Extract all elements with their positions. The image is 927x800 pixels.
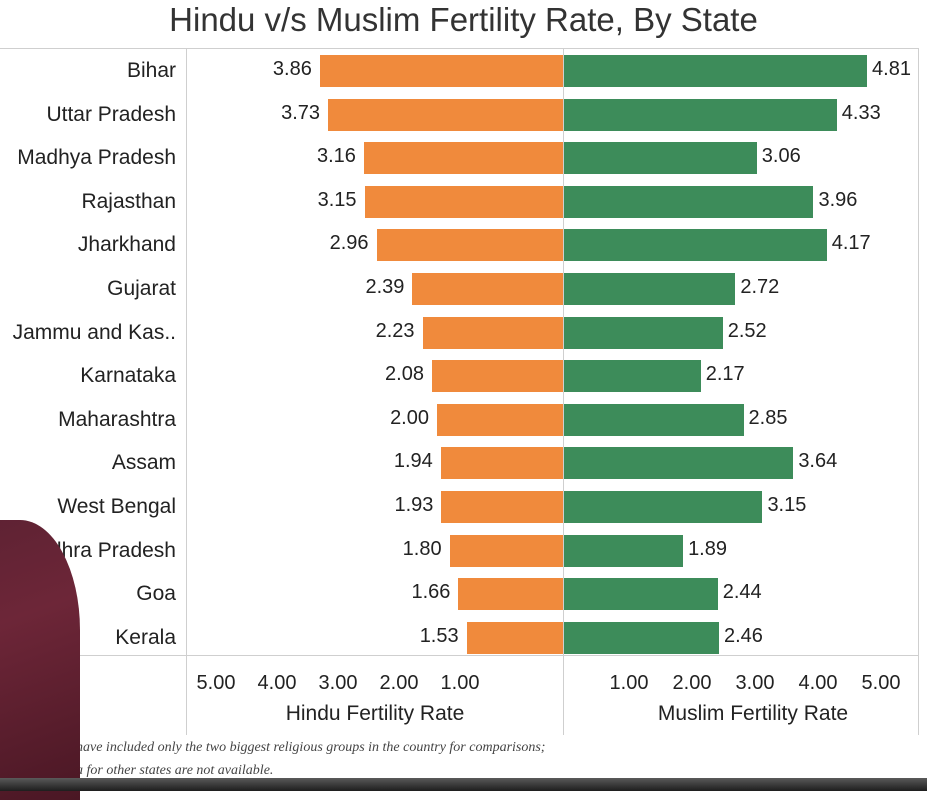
- data-label-muslim: 4.81: [872, 58, 911, 80]
- data-label-muslim: 1.89: [688, 537, 727, 560]
- data-label-muslim: 4.17: [831, 232, 871, 255]
- data-label-hindu: 1.93: [394, 494, 434, 516]
- data-label-muslim: 3.15: [767, 494, 807, 516]
- x-axis-title-muslim: Muslim Fertility Rate: [657, 702, 849, 725]
- data-label-hindu: 2.96: [329, 232, 369, 255]
- bar-hindu: [376, 229, 563, 262]
- data-label-muslim: 3.96: [818, 188, 858, 211]
- data-label-muslim: 3.06: [761, 145, 801, 168]
- bar-hindu: [441, 491, 563, 523]
- bar-hindu: [437, 403, 563, 436]
- data-label-hindu: 2.00: [390, 406, 429, 429]
- data-label-muslim: 2.46: [723, 624, 763, 647]
- bar-muslim: [564, 185, 814, 218]
- bar-hindu: [422, 316, 563, 349]
- category-label: Jharkhand: [77, 233, 176, 257]
- category-label: Gujarat: [107, 277, 176, 300]
- bar-muslim: [564, 142, 757, 175]
- data-label-hindu: 1.94: [393, 450, 433, 473]
- bar-hindu: [328, 98, 563, 131]
- bar-muslim: [564, 621, 719, 654]
- presenter-overlay: [0, 520, 80, 800]
- bar-hindu: [449, 534, 563, 567]
- bar-hindu: [431, 360, 563, 393]
- category-label: Jammu and Kas..: [12, 320, 176, 344]
- x-tick-hindu: 4.00: [257, 672, 297, 694]
- plot-bottom-rule: [0, 655, 918, 656]
- data-label-hindu: 1.66: [411, 581, 451, 604]
- data-label-hindu: 3.73: [281, 101, 321, 124]
- label-divider: [186, 48, 187, 735]
- data-label-hindu: 2.08: [385, 363, 424, 386]
- right-divider: [918, 48, 919, 735]
- x-tick-muslim: 2.00: [672, 672, 712, 694]
- bar-muslim: [564, 98, 837, 131]
- bar-hindu: [364, 185, 563, 218]
- x-tick-hindu: 2.00: [379, 672, 419, 694]
- x-tick-hindu: 3.00: [318, 672, 358, 694]
- category-label: Maharashtra: [58, 407, 176, 431]
- data-label-muslim: 2.85: [748, 406, 788, 429]
- footnote-line-1: have included only the two biggest relig…: [76, 740, 546, 755]
- category-label: West Bengal: [57, 495, 176, 518]
- bar-muslim: [564, 491, 763, 523]
- data-label-hindu: 3.86: [272, 58, 312, 80]
- bar-muslim: [564, 229, 827, 262]
- x-tick-muslim: 1.00: [609, 672, 649, 694]
- data-label-hindu: 1.80: [402, 537, 442, 560]
- x-tick-hindu: 5.00: [196, 672, 236, 694]
- x-tick-muslim: 3.00: [735, 672, 775, 694]
- plot-top-rule: [0, 48, 918, 49]
- bar-muslim: [564, 55, 868, 87]
- bar-muslim: [564, 403, 744, 436]
- category-label: Assam: [111, 451, 176, 475]
- video-bottom-strip: [0, 778, 927, 791]
- bar-hindu: [412, 273, 563, 305]
- data-label-muslim: 4.33: [841, 101, 881, 124]
- bar-muslim: [564, 316, 723, 349]
- bar-muslim: [564, 447, 794, 480]
- category-label: Uttar Pradesh: [46, 102, 176, 126]
- category-label: Goa: [136, 582, 176, 606]
- bar-muslim: [564, 360, 701, 393]
- bar-hindu: [363, 142, 563, 175]
- category-label: Bihar: [126, 59, 176, 82]
- bar-hindu: [466, 621, 563, 654]
- bar-muslim: [564, 273, 736, 305]
- data-label-muslim: 2.17: [705, 363, 745, 386]
- category-label: Karnataka: [80, 364, 176, 388]
- data-label-muslim: 2.52: [727, 319, 767, 342]
- data-label-muslim: 2.72: [740, 276, 780, 298]
- data-label-hindu: 2.23: [375, 319, 415, 342]
- data-label-muslim: 2.44: [722, 581, 762, 604]
- center-divider: [563, 48, 564, 735]
- category-label: Kerala: [115, 625, 176, 649]
- category-label: Rajasthan: [81, 189, 176, 213]
- category-label: Madhya Pradesh: [17, 146, 176, 170]
- bar-hindu: [458, 578, 563, 611]
- x-tick-hindu: 1.00: [440, 672, 480, 694]
- x-tick-muslim: 4.00: [798, 672, 838, 694]
- footnote-line-2: a for other states are not available.: [76, 763, 274, 778]
- data-label-muslim: 3.64: [798, 450, 838, 473]
- bar-hindu: [440, 447, 563, 480]
- x-axis-title-hindu: Hindu Fertility Rate: [285, 702, 465, 725]
- x-tick-muslim: 5.00: [861, 672, 901, 694]
- data-label-hindu: 1.53: [419, 624, 459, 647]
- data-label-hindu: 3.15: [317, 188, 357, 211]
- data-label-hindu: 2.39: [365, 276, 405, 298]
- bar-hindu: [319, 55, 563, 87]
- data-label-hindu: 3.16: [316, 145, 356, 168]
- bar-muslim: [564, 578, 718, 611]
- bar-muslim: [564, 534, 684, 567]
- chart-title: Hindu v/s Muslim Fertility Rate, By Stat…: [169, 1, 758, 38]
